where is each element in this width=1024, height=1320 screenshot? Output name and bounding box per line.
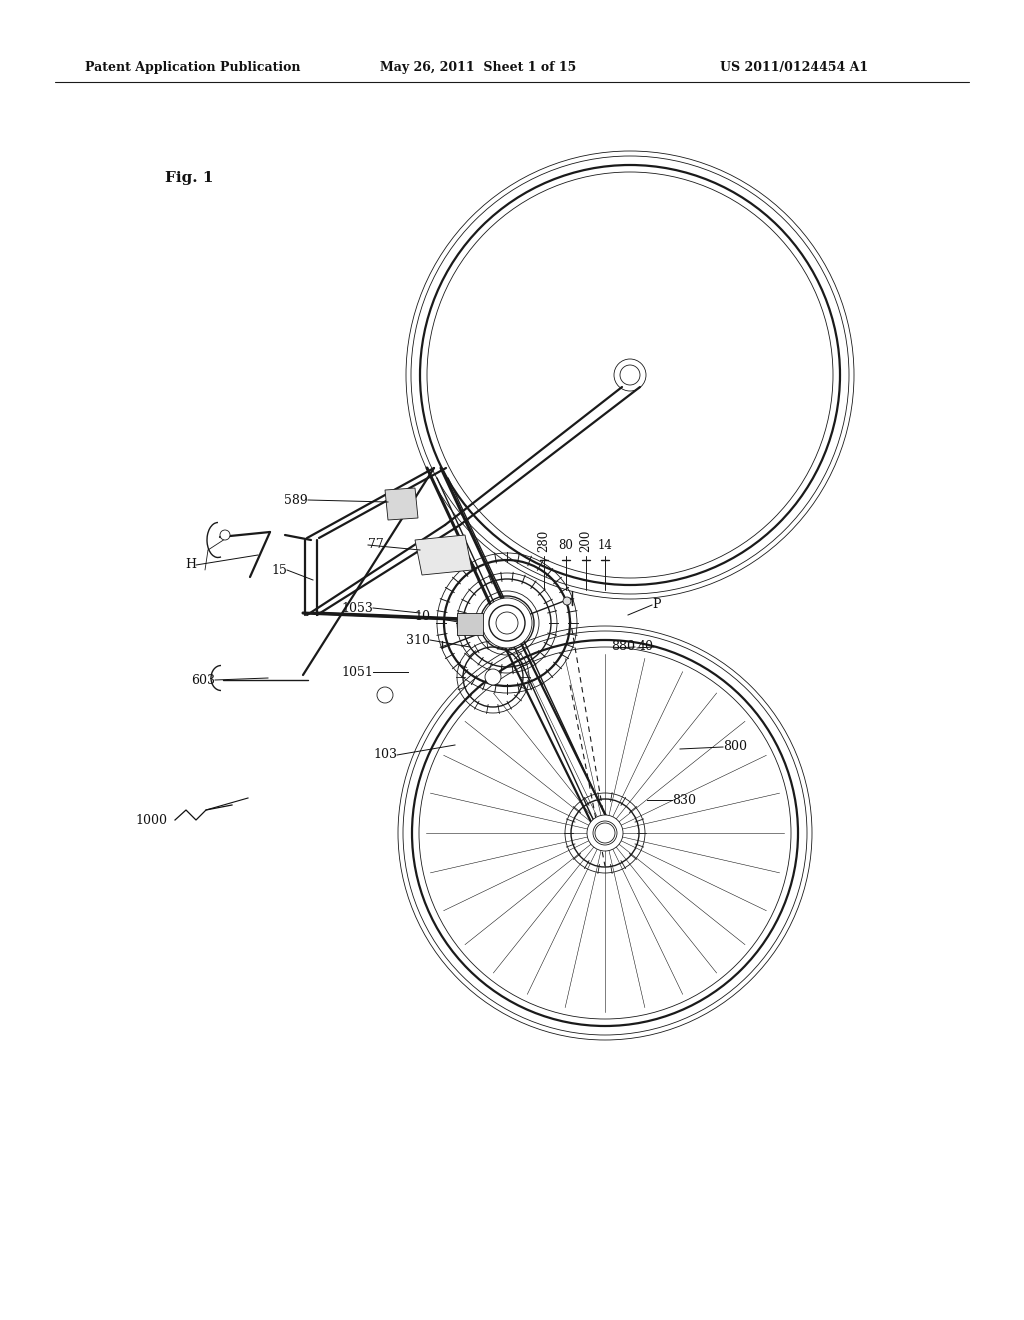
Text: 280: 280 [538, 529, 551, 552]
Text: P: P [652, 598, 660, 611]
Text: 103: 103 [373, 748, 397, 762]
Circle shape [220, 531, 230, 540]
Text: 1051: 1051 [341, 665, 373, 678]
Circle shape [377, 686, 393, 704]
Text: 310: 310 [406, 634, 430, 647]
FancyBboxPatch shape [457, 612, 483, 635]
Text: 10: 10 [414, 610, 430, 623]
Text: 40: 40 [638, 640, 654, 653]
Text: 80: 80 [558, 539, 573, 552]
Text: 830: 830 [672, 793, 696, 807]
Text: Fig. 1: Fig. 1 [165, 172, 213, 185]
Text: US 2011/0124454 A1: US 2011/0124454 A1 [720, 62, 868, 74]
Text: 1000: 1000 [135, 813, 167, 826]
Polygon shape [385, 488, 418, 520]
Text: 77: 77 [368, 539, 384, 552]
Circle shape [482, 598, 532, 648]
Polygon shape [415, 535, 472, 576]
Text: 200: 200 [580, 529, 593, 552]
Text: 880: 880 [611, 640, 635, 653]
Circle shape [485, 669, 501, 685]
Text: H: H [185, 558, 196, 572]
Text: 800: 800 [723, 741, 746, 754]
Text: 603: 603 [191, 673, 215, 686]
Text: 15: 15 [271, 564, 287, 577]
Circle shape [489, 605, 525, 642]
Text: May 26, 2011  Sheet 1 of 15: May 26, 2011 Sheet 1 of 15 [380, 62, 577, 74]
Text: Patent Application Publication: Patent Application Publication [85, 62, 300, 74]
Circle shape [563, 597, 571, 605]
Text: 14: 14 [598, 539, 612, 552]
Circle shape [587, 814, 623, 851]
Circle shape [614, 359, 646, 391]
Text: 589: 589 [285, 494, 308, 507]
Text: 1053: 1053 [341, 602, 373, 615]
